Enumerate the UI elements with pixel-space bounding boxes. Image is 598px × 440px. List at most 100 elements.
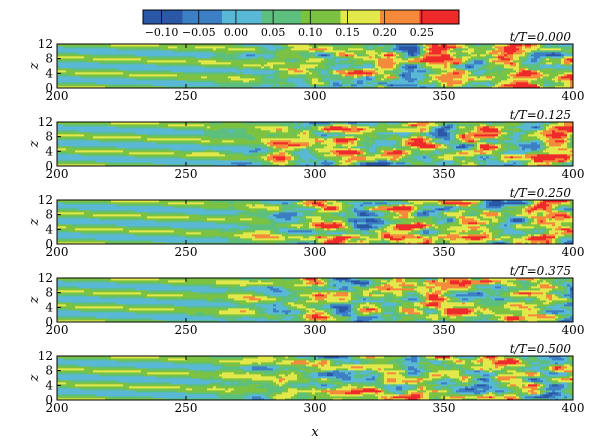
heatmap-cell [336, 84, 340, 87]
heatmap-cell [321, 58, 325, 61]
heatmap-cell [132, 84, 136, 87]
heatmap-cell [237, 78, 241, 81]
heatmap-cell [141, 56, 145, 59]
heatmap-cell [396, 58, 400, 61]
heatmap-cell [213, 156, 217, 159]
heatmap-cell [564, 78, 568, 81]
heatmap-cell [444, 84, 448, 87]
heatmap-cell [366, 56, 370, 59]
heatmap-cell [519, 48, 523, 51]
heatmap-cell [162, 44, 166, 47]
heatmap-cell [519, 58, 523, 61]
heatmap-cell [156, 150, 160, 153]
heatmap-cell [108, 66, 112, 69]
heatmap-cell [294, 58, 298, 61]
heatmap-cell [114, 60, 118, 63]
heatmap-cell [102, 144, 106, 147]
heatmap-cell [153, 160, 157, 163]
heatmap-cell [426, 86, 430, 89]
heatmap-cell [213, 48, 217, 51]
heatmap-cell [561, 58, 565, 61]
heatmap-cell [87, 78, 91, 81]
heatmap-cell [114, 48, 118, 51]
heatmap-cell [84, 124, 88, 127]
heatmap-cell [138, 56, 142, 59]
heatmap-cell [528, 82, 532, 85]
heatmap-cell [189, 148, 193, 151]
heatmap-cell [330, 86, 334, 89]
heatmap-cell [453, 76, 457, 79]
heatmap-cell [471, 80, 475, 83]
heatmap-cell [102, 60, 106, 63]
heatmap-cell [441, 64, 445, 67]
heatmap-cell [318, 58, 322, 61]
heatmap-cell [270, 70, 274, 73]
heatmap-cell [60, 132, 64, 135]
heatmap-cell [267, 46, 271, 49]
heatmap-cell [402, 82, 406, 85]
heatmap-cell [72, 128, 76, 131]
heatmap-cell [144, 124, 148, 127]
heatmap-cell [114, 158, 118, 161]
heatmap-cell [501, 86, 505, 89]
heatmap-cell [123, 54, 127, 57]
heatmap-cell [105, 150, 109, 153]
heatmap-cell [126, 132, 130, 135]
heatmap-cell [507, 58, 511, 61]
heatmap-cell [396, 68, 400, 71]
heatmap-cell [420, 44, 424, 47]
heatmap-cell [216, 46, 220, 49]
heatmap-cell [435, 66, 439, 69]
heatmap-cell [102, 46, 106, 49]
heatmap-cell [204, 138, 208, 141]
heatmap-cell [57, 152, 61, 155]
heatmap-cell [63, 60, 67, 63]
heatmap-cell [138, 70, 142, 73]
heatmap-cell [570, 66, 574, 69]
heatmap-cell [357, 76, 361, 79]
heatmap-cell [180, 56, 184, 59]
heatmap-cell [549, 60, 553, 63]
heatmap-cell [213, 68, 217, 71]
heatmap-cell [60, 142, 64, 145]
heatmap-cell [78, 70, 82, 73]
heatmap-cell [546, 52, 550, 55]
heatmap-cell [111, 62, 115, 65]
heatmap-cell [327, 60, 331, 63]
heatmap-cell [78, 78, 82, 81]
heatmap-cell [549, 48, 553, 51]
heatmap-cell [117, 136, 121, 139]
heatmap-cell [309, 82, 313, 85]
heatmap-cell [528, 54, 532, 57]
heatmap-cell [234, 84, 238, 87]
heatmap-cell [120, 62, 124, 65]
heatmap-cell [216, 48, 220, 51]
heatmap-cell [411, 44, 415, 47]
heatmap-cell [324, 54, 328, 57]
heatmap-cell [237, 80, 241, 83]
heatmap-cell [309, 72, 313, 75]
heatmap-cell [144, 148, 148, 151]
heatmap-cell [336, 86, 340, 89]
heatmap-cell [468, 72, 472, 75]
heatmap-cell [318, 62, 322, 65]
heatmap-cell [75, 162, 79, 165]
heatmap-cell [162, 84, 166, 87]
heatmap-cell [258, 64, 262, 67]
heatmap-cell [498, 48, 502, 51]
heatmap-cell [132, 52, 136, 55]
heatmap-cell [351, 54, 355, 57]
heatmap-cell [93, 144, 97, 147]
heatmap-cell [285, 62, 289, 65]
heatmap-cell [207, 162, 211, 165]
heatmap-cell [222, 46, 226, 49]
heatmap-cell [141, 80, 145, 83]
heatmap-cell [153, 138, 157, 141]
heatmap-cell [183, 44, 187, 47]
heatmap-cell [258, 70, 262, 73]
heatmap-cell [147, 140, 151, 143]
heatmap-cell [195, 72, 199, 75]
heatmap-cell [483, 78, 487, 81]
heatmap-cell [84, 138, 88, 141]
heatmap-cell [213, 140, 217, 143]
